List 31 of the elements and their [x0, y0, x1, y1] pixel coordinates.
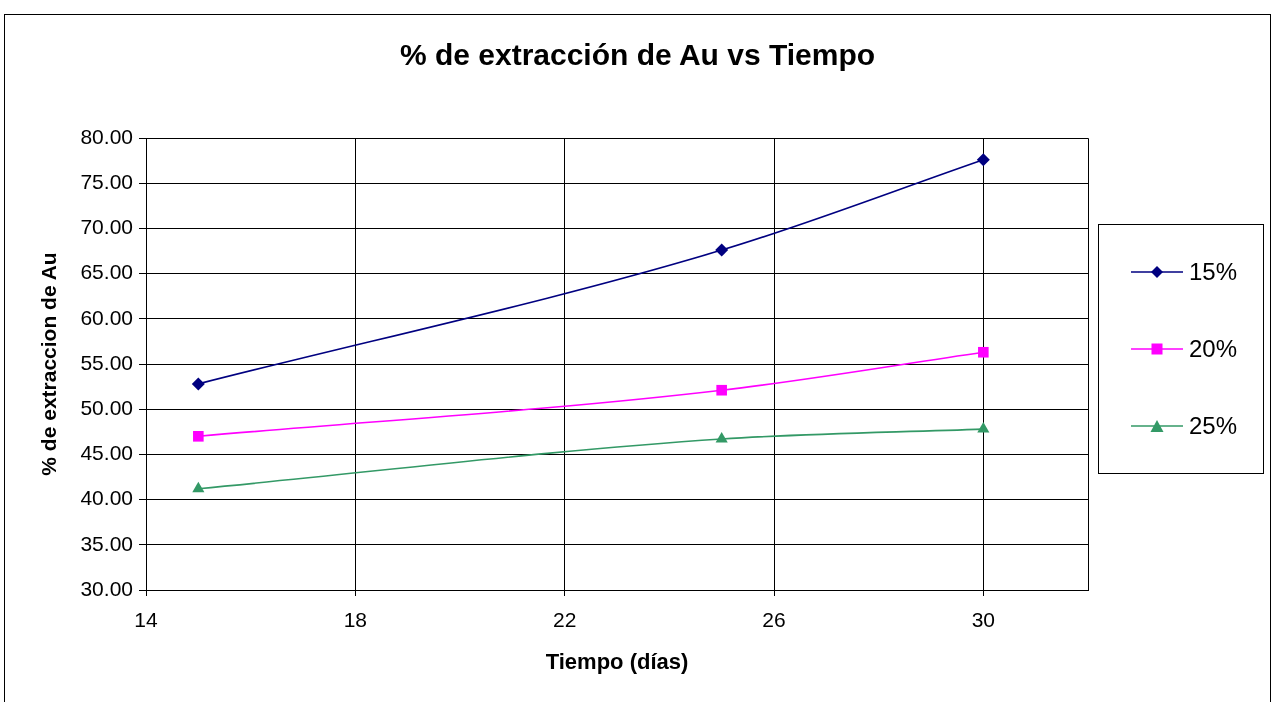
y-tick-label: 75.00 — [80, 170, 133, 193]
y-tick-label: 30.00 — [80, 576, 133, 600]
x-tick-label: 18 — [343, 608, 368, 632]
point — [715, 243, 729, 257]
y-tick-label: 35.00 — [80, 531, 133, 555]
y-tick-label: 80.00 — [80, 124, 133, 148]
point — [715, 432, 728, 443]
point — [191, 377, 205, 391]
legend-label: 25% — [1189, 412, 1238, 441]
x-axis-title: Tiempo (días) — [545, 648, 689, 674]
legend-label: 15% — [1189, 257, 1238, 286]
x-tick-label: 30 — [971, 608, 996, 632]
chart-title: % de extracción de Au vs Tiempo — [399, 38, 876, 72]
point — [977, 422, 990, 433]
x-tick-label: 14 — [134, 608, 158, 632]
y-tick-label: 40.00 — [80, 486, 133, 510]
legend-label: 20% — [1189, 334, 1238, 363]
x-tick-label: 26 — [762, 608, 786, 632]
y-tick-label: 70.00 — [80, 215, 133, 239]
point — [716, 384, 727, 396]
point — [978, 346, 989, 358]
y-tick-label: 65.00 — [80, 260, 133, 284]
y-tick-label: 50.00 — [80, 396, 133, 419]
y-tick-label: 60.00 — [80, 305, 133, 329]
y-tick-label: 45.00 — [80, 441, 133, 465]
point — [976, 153, 990, 167]
y-axis-title: % de extraccion de Au — [37, 252, 61, 476]
x-tick-label: 22 — [552, 608, 577, 632]
point — [192, 481, 205, 493]
point — [193, 431, 204, 442]
y-tick-label: 55.00 — [80, 350, 133, 374]
